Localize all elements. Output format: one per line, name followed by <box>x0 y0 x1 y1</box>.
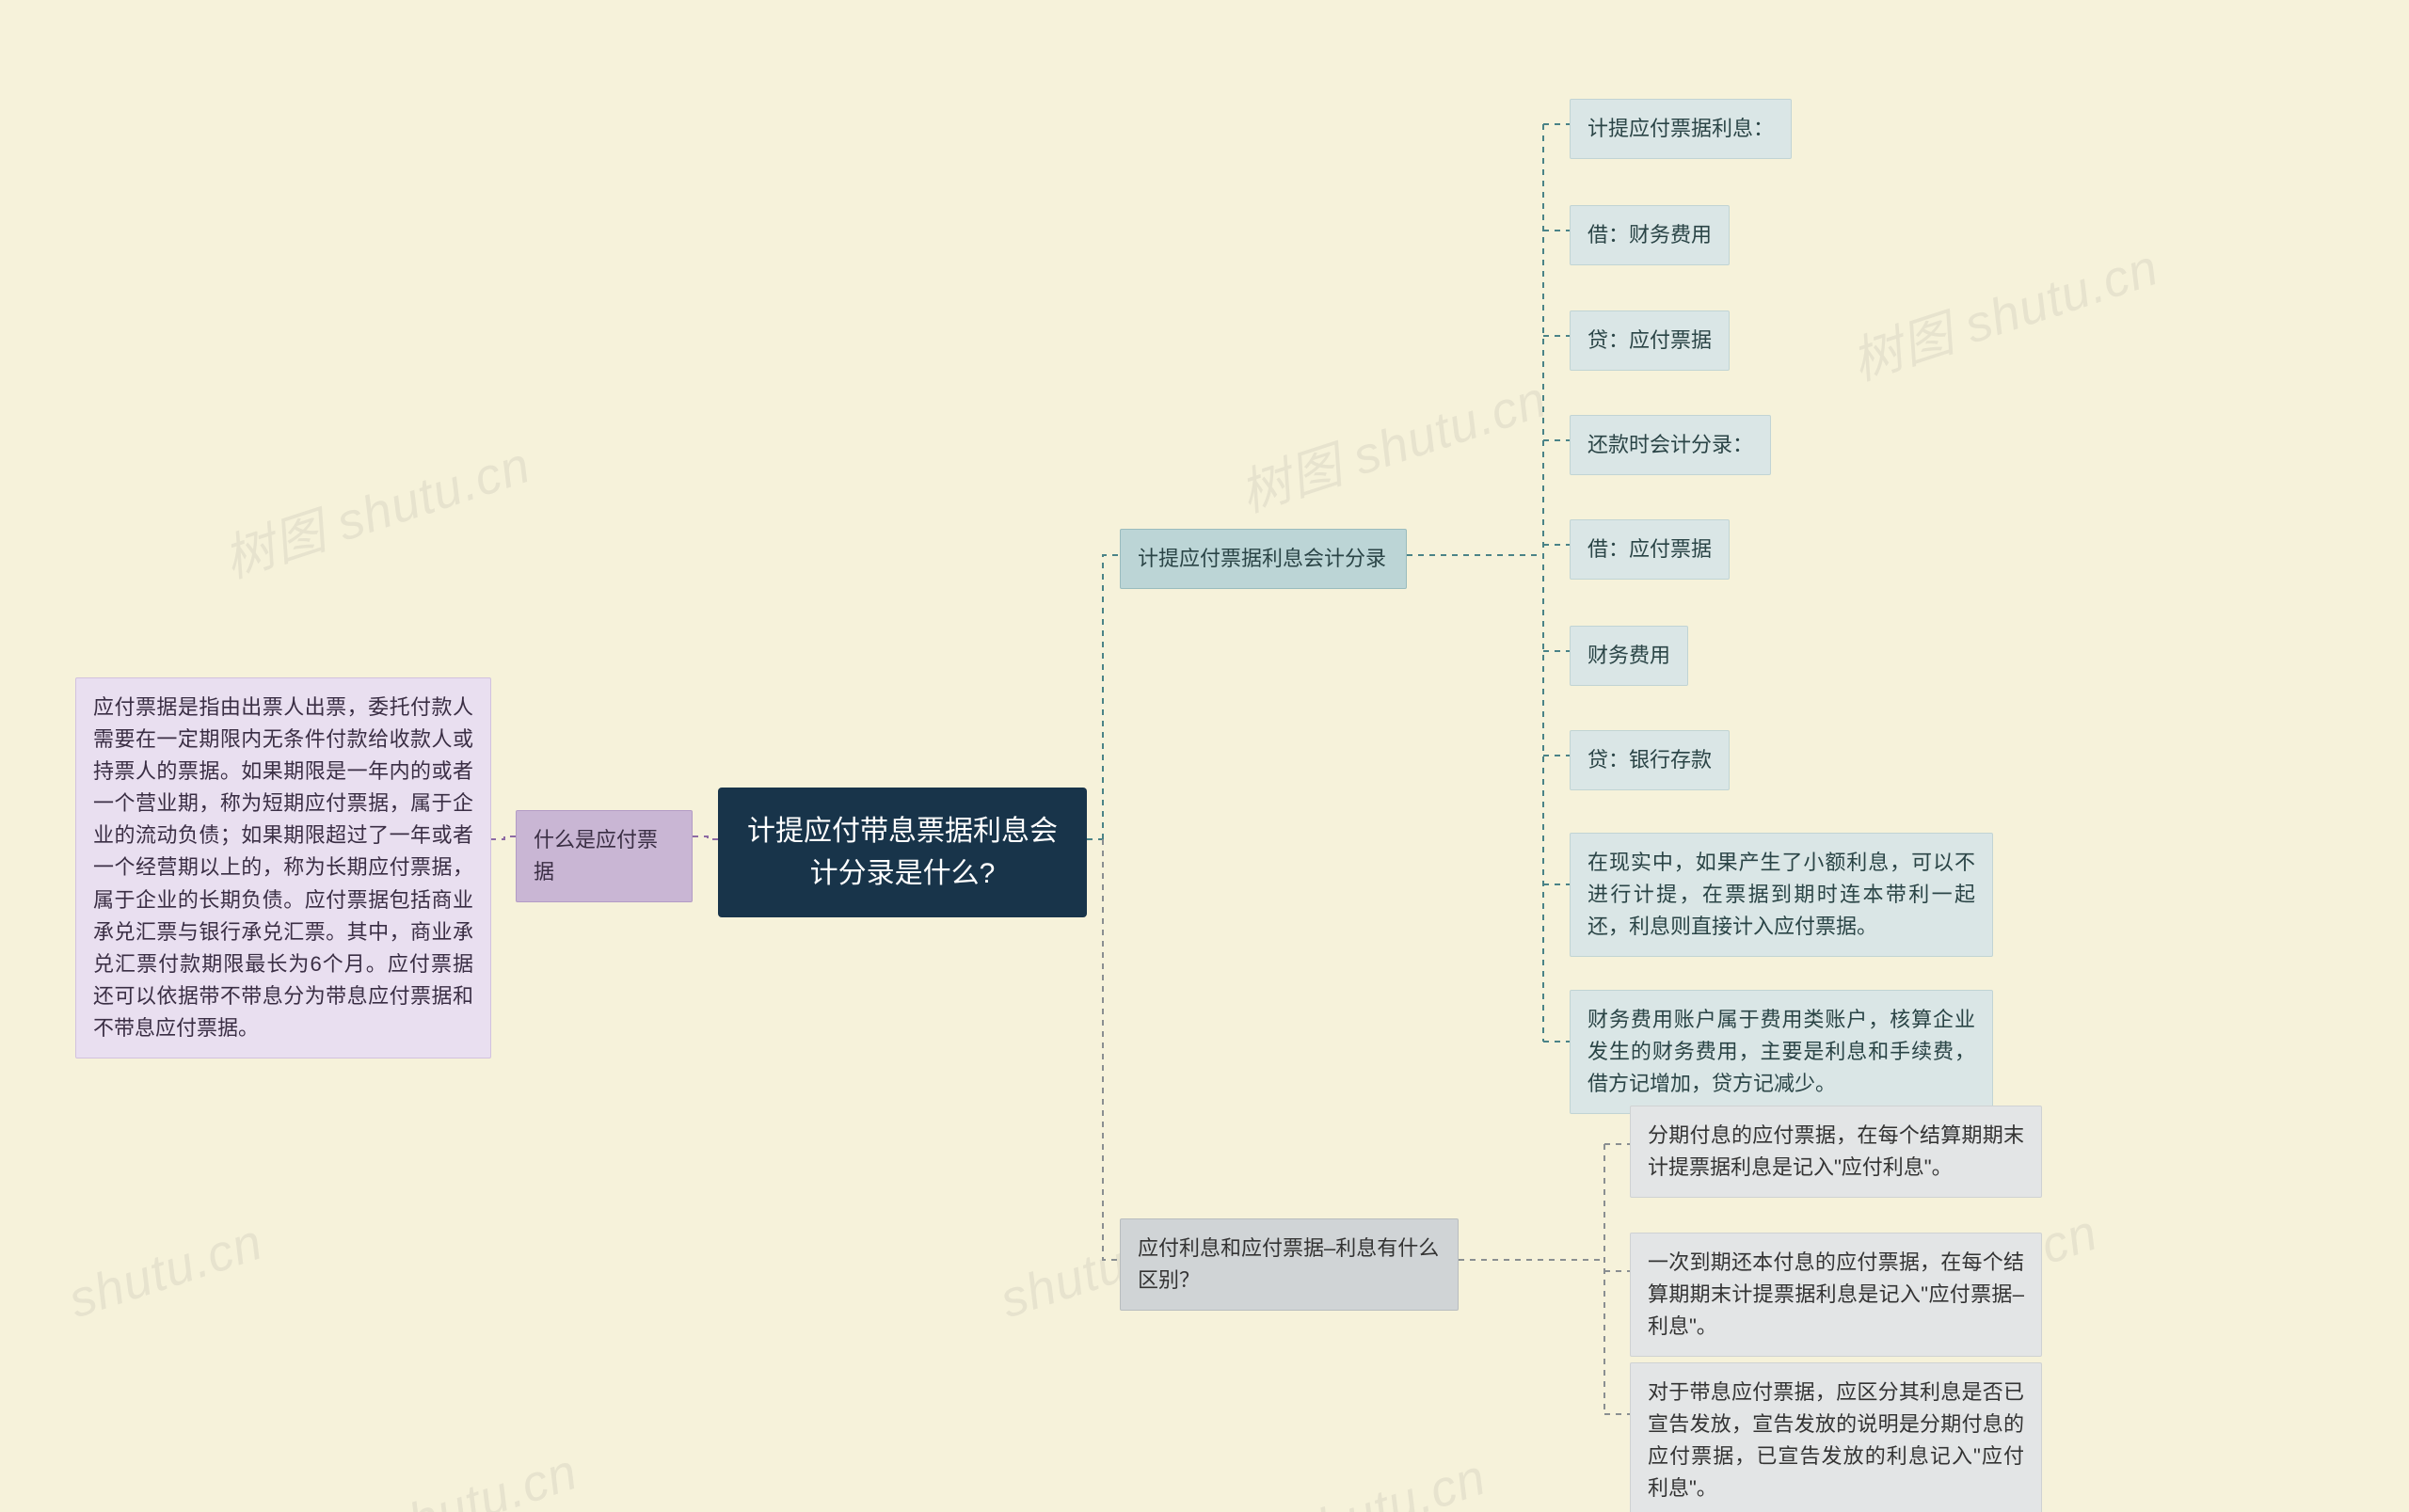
leaf-text: 财务费用账户属于费用类账户，核算企业发生的财务费用，主要是利息和手续费，借方记增… <box>1587 1008 1975 1095</box>
watermark: shutu.cn <box>1285 1448 1493 1512</box>
center-topic: 计提应付带息票据利息会 计分录是什么? <box>718 788 1087 917</box>
leaf-diff: 分期付息的应付票据，在每个结算期期末计提票据利息是记入"应付利息"。 <box>1630 1106 2042 1198</box>
branch-accrual-entries: 计提应付票据利息会计分录 <box>1120 529 1407 589</box>
leaf-text: 借：应付票据 <box>1587 537 1712 561</box>
leaf-text: 贷：应付票据 <box>1587 328 1712 352</box>
leaf-text: 财务费用 <box>1587 644 1670 667</box>
branch-interest-difference: 应付利息和应付票据–利息有什么区别？ <box>1120 1218 1459 1311</box>
watermark: 树图 shutu.cn <box>260 1430 585 1512</box>
watermark: 树图 shutu.cn <box>213 423 538 593</box>
branch-label: 什么是应付票据 <box>534 828 658 883</box>
leaf-text: 应付票据是指由出票人出票，委托付款人需要在一定期限内无条件付款给收款人或持票人的… <box>93 695 473 1040</box>
leaf-note-definition: 应付票据是指由出票人出票，委托付款人需要在一定期限内无条件付款给收款人或持票人的… <box>75 677 491 1058</box>
leaf-diff: 对于带息应付票据，应区分其利息是否已宣告发放，宣告发放的说明是分期付息的应付票据… <box>1630 1362 2042 1512</box>
leaf-entry: 借：财务费用 <box>1570 205 1730 265</box>
leaf-text: 贷：银行存款 <box>1587 748 1712 772</box>
branch-what-is-note: 什么是应付票据 <box>516 810 693 902</box>
leaf-text: 计提应付票据利息： <box>1587 117 1774 140</box>
leaf-entry: 借：应付票据 <box>1570 519 1730 580</box>
leaf-entry: 财务费用 <box>1570 626 1688 686</box>
leaf-entry: 在现实中，如果产生了小额利息，可以不进行计提，在票据到期时连本带利一起还，利息则… <box>1570 833 1993 957</box>
leaf-text: 一次到期还本付息的应付票据，在每个结算期期末计提票据利息是记入"应付票据–利息"… <box>1648 1250 2024 1338</box>
leaf-diff: 一次到期还本付息的应付票据，在每个结算期期末计提票据利息是记入"应付票据–利息"… <box>1630 1233 2042 1357</box>
branch-label: 计提应付票据利息会计分录 <box>1138 547 1386 570</box>
leaf-text: 借：财务费用 <box>1587 223 1712 247</box>
leaf-entry: 计提应付票据利息： <box>1570 99 1792 159</box>
leaf-text: 在现实中，如果产生了小额利息，可以不进行计提，在票据到期时连本带利一起还，利息则… <box>1587 851 1975 938</box>
leaf-text: 还款时会计分录： <box>1587 433 1753 456</box>
watermark: 树图 shutu.cn <box>1841 226 2166 395</box>
center-topic-text: 计提应付带息票据利息会 计分录是什么? <box>747 816 1058 889</box>
leaf-entry: 贷：应付票据 <box>1570 310 1730 371</box>
leaf-text: 对于带息应付票据，应区分其利息是否已宣告发放，宣告发放的说明是分期付息的应付票据… <box>1648 1380 2024 1500</box>
leaf-entry: 财务费用账户属于费用类账户，核算企业发生的财务费用，主要是利息和手续费，借方记增… <box>1570 990 1993 1114</box>
leaf-entry: 还款时会计分录： <box>1570 415 1771 475</box>
watermark: 树图 shutu.cn <box>1229 358 1555 527</box>
branch-label: 应付利息和应付票据–利息有什么区别？ <box>1138 1236 1439 1292</box>
leaf-entry: 贷：银行存款 <box>1570 730 1730 790</box>
leaf-text: 分期付息的应付票据，在每个结算期期末计提票据利息是记入"应付利息"。 <box>1648 1123 2024 1179</box>
watermark: shutu.cn <box>62 1213 270 1330</box>
